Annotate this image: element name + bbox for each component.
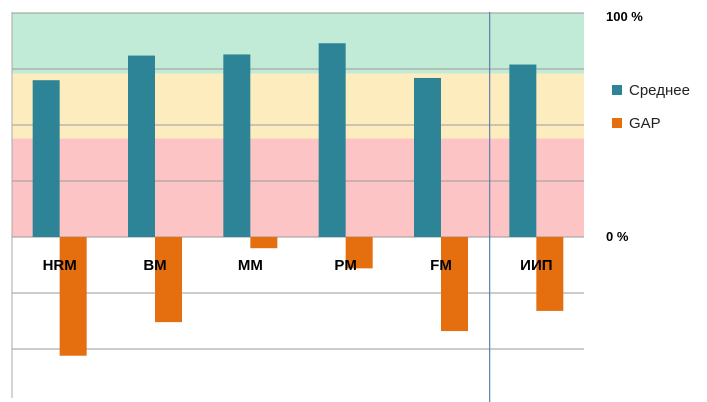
legend-item-gap: GAP xyxy=(612,113,690,133)
legend-item-mean: Среднее xyxy=(612,80,690,100)
bar-mean-иип xyxy=(509,64,537,238)
bar-mean-pm xyxy=(318,43,346,237)
category-label-5: ИИП xyxy=(520,257,552,274)
legend-label-gap: GAP xyxy=(629,114,661,132)
band-layer xyxy=(12,13,584,237)
y-tick-label-0: 0 % xyxy=(606,229,629,244)
bar-mean-fm xyxy=(414,77,441,238)
band-1 xyxy=(12,73,584,139)
bar-gap-bm xyxy=(155,237,182,323)
category-label-1: BM xyxy=(143,257,166,274)
legend-label-mean: Среднее xyxy=(629,81,690,99)
bar-mean-bm xyxy=(128,55,155,238)
bar-layer xyxy=(32,43,564,356)
bar-gap-mm xyxy=(250,237,278,249)
y-tick-label-100: 100 % xyxy=(606,9,643,24)
category-label-layer: HRM BM MM PM FM ИИП xyxy=(43,257,553,274)
category-label-4: FM xyxy=(430,257,452,274)
category-label-0: HRM xyxy=(43,257,77,274)
band-2 xyxy=(12,13,584,74)
category-label-3: PM xyxy=(334,257,357,274)
category-label-2: MM xyxy=(238,257,263,274)
bar-gap-иип xyxy=(536,237,564,311)
bar-mean-mm xyxy=(223,54,251,237)
band-0 xyxy=(12,138,584,237)
bar-gap-hrm xyxy=(59,237,87,356)
grid-layer xyxy=(12,12,584,350)
legend-swatch-mean xyxy=(612,85,622,95)
bar-gap-pm xyxy=(345,237,373,269)
bar-mean-hrm xyxy=(32,80,60,237)
legend-swatch-gap xyxy=(612,118,622,128)
bar-gap-fm xyxy=(441,237,468,332)
legend: Среднее GAP xyxy=(612,80,690,146)
